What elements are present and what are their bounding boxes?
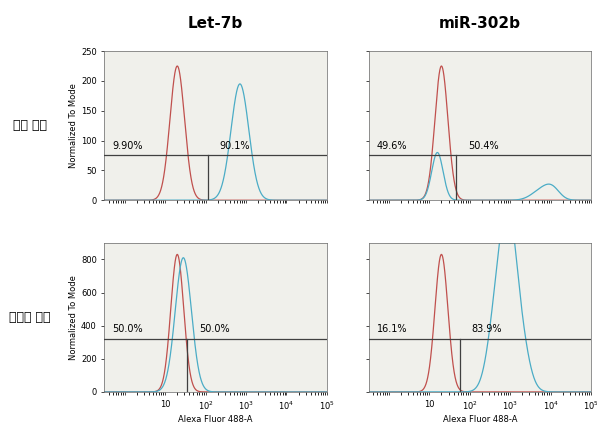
Text: 83.9%: 83.9% xyxy=(472,325,502,334)
Y-axis label: Normalized To Mode: Normalized To Mode xyxy=(69,83,78,168)
Text: Let-7b: Let-7b xyxy=(188,16,244,31)
Text: miR-302b: miR-302b xyxy=(439,16,521,31)
Text: 50.0%: 50.0% xyxy=(199,325,230,334)
X-axis label: Alexa Fluor 488-A: Alexa Fluor 488-A xyxy=(179,415,253,424)
Text: 49.6%: 49.6% xyxy=(377,141,407,151)
Text: 분화 세포: 분화 세포 xyxy=(13,119,47,132)
Text: 16.1%: 16.1% xyxy=(377,325,407,334)
Y-axis label: Normalized To Mode: Normalized To Mode xyxy=(69,275,78,360)
Text: 미분화 세포: 미분화 세포 xyxy=(9,311,51,324)
Text: 9.90%: 9.90% xyxy=(113,141,143,151)
Text: 50.0%: 50.0% xyxy=(113,325,143,334)
X-axis label: Alexa Fluor 488-A: Alexa Fluor 488-A xyxy=(442,415,517,424)
Text: 50.4%: 50.4% xyxy=(467,141,498,151)
Text: 90.1%: 90.1% xyxy=(220,141,250,151)
